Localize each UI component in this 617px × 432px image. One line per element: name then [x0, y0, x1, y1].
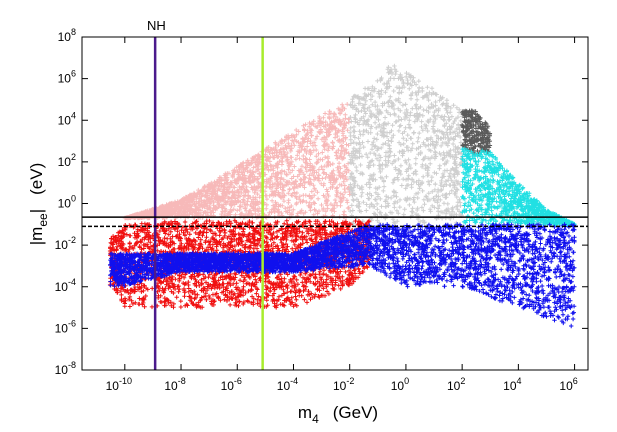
x-tick-label-exp: -10: [119, 376, 132, 386]
x-axis-title-base: m: [298, 403, 312, 422]
y-tick-label-1: 10-6: [55, 318, 76, 335]
x-tick-label-8: 106: [559, 376, 577, 393]
nh-annotation: NH: [147, 18, 166, 33]
x-tick-label-base: 10: [277, 379, 291, 393]
x-tick-label-base: 10: [221, 379, 235, 393]
scatter-points: [107, 63, 577, 329]
x-axis-title-unit: (GeV): [333, 403, 378, 422]
x-tick-label-base: 10: [333, 379, 347, 393]
y-axis-title-base: |m: [27, 227, 46, 246]
y-tick-label-0: 10-8: [55, 360, 76, 377]
x-tick-label-base: 10: [391, 379, 405, 393]
axis-ticks: [82, 36, 588, 371]
series-3-markers: [460, 146, 577, 227]
series-0-markers: [122, 102, 352, 221]
y-tick-label-4: 100: [58, 194, 76, 211]
y-tick-label-exp: -8: [68, 360, 76, 370]
x-tick-label-6: 102: [447, 376, 465, 393]
x-tick-label-base: 10: [447, 379, 461, 393]
x-tick-label-base: 10: [106, 379, 120, 393]
y-tick-label-base: 10: [55, 280, 69, 294]
x-tick-label-exp: -4: [290, 376, 298, 386]
series-0: [122, 102, 352, 221]
y-tick-label-7: 106: [58, 69, 76, 86]
y-tick-label-5: 102: [58, 152, 76, 169]
series-5-markers: [108, 222, 577, 329]
y-tick-label-exp: -6: [68, 318, 76, 328]
y-tick-label-base: 10: [58, 113, 72, 127]
x-tick-label-4: 10-2: [333, 376, 354, 393]
series-3: [460, 146, 577, 227]
x-tick-label-exp: 4: [517, 376, 522, 386]
y-axis-title-unit: (eV): [27, 163, 46, 195]
y-tick-label-3: 10-2: [55, 235, 76, 252]
x-tick-label-1: 10-8: [164, 376, 185, 393]
x-axis-title: m4 (GeV): [298, 403, 378, 426]
y-tick-label-base: 10: [58, 197, 72, 211]
y-tick-label-2: 10-4: [55, 277, 76, 294]
x-tick-label-2: 10-6: [221, 376, 242, 393]
x-axis-title-sub: 4: [312, 412, 319, 426]
x-tick-label-exp: 0: [404, 376, 409, 386]
reference-lines: [82, 37, 588, 370]
tick-labels: 10-10 10-8 10-6 10-4 10-2 100 102 104 10610-810-…: [55, 27, 578, 393]
y-tick-label-base: 10: [55, 363, 69, 377]
y-tick-label-base: 10: [55, 321, 69, 335]
x-tick-label-base: 10: [559, 379, 573, 393]
y-tick-label-exp: -2: [68, 235, 76, 245]
y-tick-label-exp: 8: [71, 27, 76, 37]
y-tick-label-exp: 0: [71, 194, 76, 204]
y-tick-label-exp: 4: [71, 110, 76, 120]
y-tick-label-base: 10: [58, 155, 72, 169]
y-tick-label-exp: 6: [71, 69, 76, 79]
y-tick-label-base: 10: [58, 30, 72, 44]
y-axis-title: |mee| (eV): [27, 163, 50, 245]
y-tick-label-8: 108: [58, 27, 76, 44]
y-tick-label-exp: 2: [71, 152, 76, 162]
y-tick-label-exp: -4: [68, 277, 76, 287]
x-tick-label-exp: -2: [346, 376, 354, 386]
x-tick-label-base: 10: [503, 379, 517, 393]
x-tick-label-exp: -8: [178, 376, 186, 386]
x-tick-label-exp: 2: [460, 376, 465, 386]
y-tick-label-base: 10: [58, 72, 72, 86]
x-tick-label-base: 10: [164, 379, 178, 393]
x-tick-label-0: 10-10: [106, 376, 132, 393]
series-1-markers: [347, 63, 465, 227]
x-tick-label-exp: 6: [573, 376, 578, 386]
y-axis-title-sub: ee: [36, 213, 50, 227]
series-1: [347, 63, 465, 227]
x-tick-label-7: 104: [503, 376, 521, 393]
x-tick-label-exp: -6: [234, 376, 242, 386]
y-tick-label-6: 104: [58, 110, 76, 127]
x-tick-label-3: 10-4: [277, 376, 298, 393]
series-5: [108, 222, 577, 329]
y-axis-title-close: |: [27, 209, 46, 213]
y-tick-label-base: 10: [55, 238, 69, 252]
x-tick-label-5: 100: [391, 376, 409, 393]
